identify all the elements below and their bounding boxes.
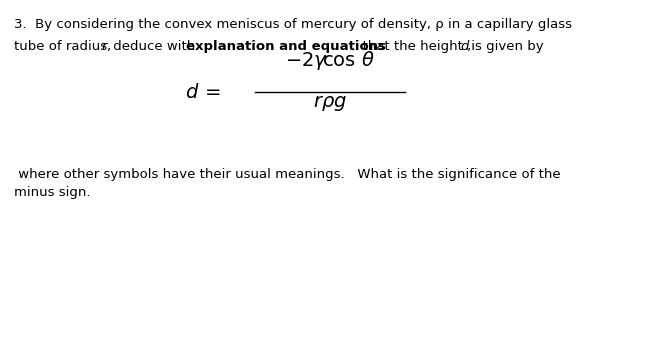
Text: where other symbols have their usual meanings.   What is the significance of the: where other symbols have their usual mea… <box>14 168 560 181</box>
Text: that the height ,: that the height , <box>354 40 475 53</box>
Text: d: d <box>460 40 468 53</box>
Text: explanation and equations: explanation and equations <box>186 40 386 53</box>
Text: is given by: is given by <box>467 40 543 53</box>
Text: 3.  By considering the convex meniscus of mercury of density, ρ in a capillary g: 3. By considering the convex meniscus of… <box>14 18 572 31</box>
Text: $d\,=$: $d\,=$ <box>185 83 220 101</box>
Text: r: r <box>102 40 107 53</box>
Text: minus sign.: minus sign. <box>14 186 90 199</box>
Text: $-2\gamma\!\cos\,\theta$: $-2\gamma\!\cos\,\theta$ <box>285 49 375 72</box>
Text: $r\rho g$: $r\rho g$ <box>313 94 347 113</box>
Text: tube of radius,: tube of radius, <box>14 40 116 53</box>
Text: deduce with: deduce with <box>109 40 199 53</box>
